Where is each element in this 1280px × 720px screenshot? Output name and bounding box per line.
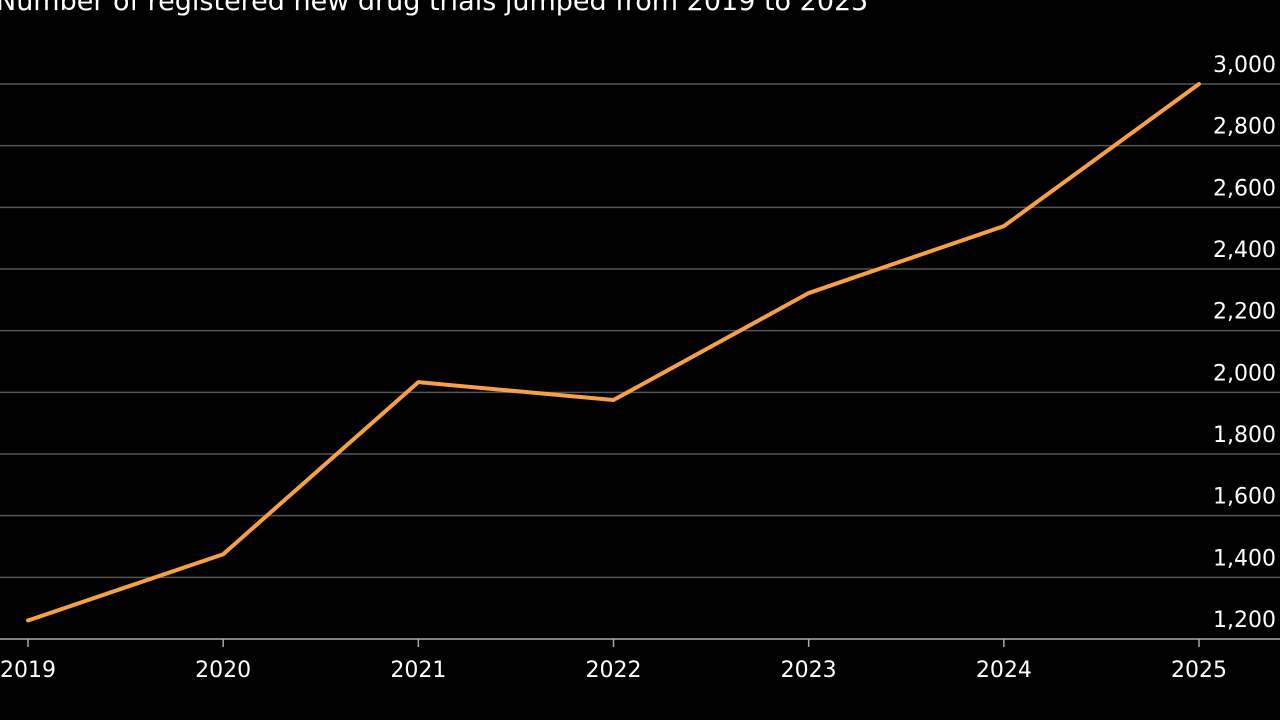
line-series [26, 82, 1201, 623]
y-tick-label: 1,200 [1213, 608, 1276, 633]
x-tick-label: 2023 [781, 658, 837, 683]
y-tick-label: 2,200 [1213, 300, 1276, 325]
chart-title: Number of registered new drug trials jum… [0, 0, 868, 17]
y-tick-label: 3,000 [1213, 53, 1276, 78]
y-tick-label: 1,600 [1213, 485, 1276, 510]
x-tick-label: 2022 [586, 658, 642, 683]
x-tick-label: 2024 [976, 658, 1032, 683]
y-tick-label: 1,800 [1213, 423, 1276, 448]
x-tick-label: 2021 [390, 658, 446, 683]
x-tick-label: 2025 [1171, 658, 1227, 683]
x-tick-label: 2019 [0, 658, 56, 683]
y-tick-label: 1,400 [1213, 546, 1276, 571]
y-tick-label: 2,600 [1213, 176, 1276, 201]
x-tick-label: 2020 [195, 658, 251, 683]
y-tick-label: 2,800 [1213, 115, 1276, 140]
y-tick-label: 2,000 [1213, 361, 1276, 386]
y-tick-label: 2,400 [1213, 238, 1276, 263]
